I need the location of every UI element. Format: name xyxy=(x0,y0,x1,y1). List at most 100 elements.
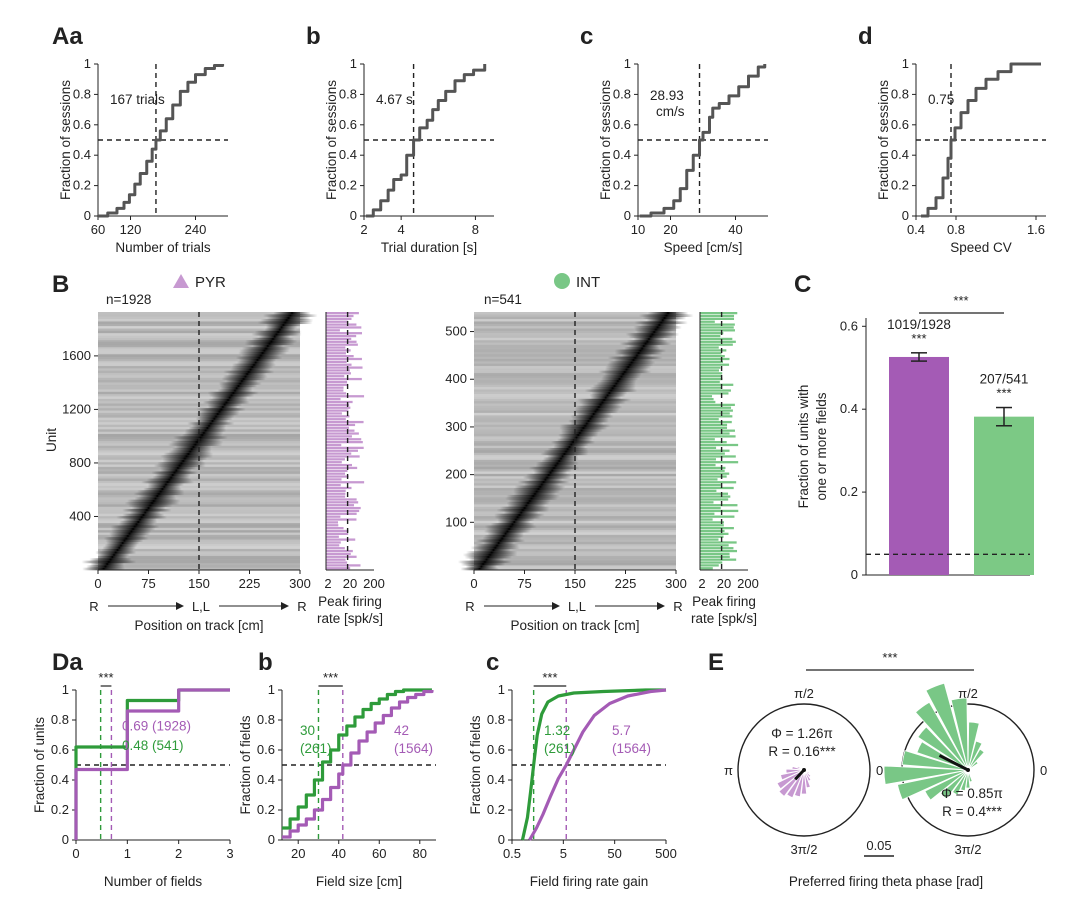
rate-bar xyxy=(700,532,729,535)
rate-bar xyxy=(326,317,352,320)
y-tick-label: 100 xyxy=(445,514,467,529)
y-tick-label: 1 xyxy=(84,56,91,71)
y-tick-label: 0.4 xyxy=(613,147,631,162)
label-bottom: 3π/2 xyxy=(954,842,981,857)
y-tick-label: 0 xyxy=(350,208,357,223)
field-peak xyxy=(239,349,290,353)
x-tick-label: 20 xyxy=(663,222,677,237)
rate-bar xyxy=(700,529,725,533)
field-peak xyxy=(196,412,240,416)
field-peak xyxy=(131,506,166,510)
field-peak xyxy=(608,361,656,364)
heatmap-row xyxy=(98,553,300,557)
pyr-petal xyxy=(786,769,805,799)
rate-bar xyxy=(700,343,733,346)
y-tick-label: 0 xyxy=(624,208,631,223)
rate-bar xyxy=(700,538,719,541)
y-axis-label: Fraction of sessions xyxy=(58,80,73,200)
field-peak xyxy=(465,565,498,568)
int-phi-label: Φ = 0.85π xyxy=(941,786,1003,801)
field-peak xyxy=(543,457,579,461)
field-peak xyxy=(558,433,599,437)
rate-bar xyxy=(700,484,721,487)
y-tick-label: 0.8 xyxy=(339,86,357,101)
rate-bar xyxy=(326,366,363,369)
rate-bar xyxy=(700,552,730,556)
rate-bar xyxy=(700,501,714,504)
rate-bar xyxy=(326,432,359,435)
y-tick-label: 0 xyxy=(902,208,909,223)
int-median-annotation: 30 xyxy=(300,723,315,738)
pyr-median-annotation: 0.69 (1928) xyxy=(122,719,191,734)
x-axis-label: Speed [cm/s] xyxy=(664,240,743,255)
field-peak xyxy=(175,445,212,449)
rate-bar xyxy=(700,377,723,381)
y-tick-label: 1200 xyxy=(62,401,91,416)
field-peak xyxy=(598,370,652,374)
rate-bar xyxy=(326,412,342,415)
x-tick-label: 40 xyxy=(332,846,346,861)
heatmap-row xyxy=(474,326,676,329)
heatmap-row xyxy=(474,541,676,545)
field-peak xyxy=(484,530,531,533)
field-peak xyxy=(81,560,137,564)
rate-bar xyxy=(326,380,348,384)
median-annotation: 0.75 xyxy=(928,92,954,107)
field-peak xyxy=(223,370,275,374)
y-tick-label: 0.2 xyxy=(613,178,631,193)
y-tick-label: 0 xyxy=(268,832,275,847)
stars-label: *** xyxy=(911,331,926,346)
rate-bar xyxy=(700,509,739,513)
y-tick-label: 0.6 xyxy=(51,742,69,757)
field-peak xyxy=(173,436,228,439)
bar-int xyxy=(974,416,1034,575)
y-tick-label: 0 xyxy=(62,832,69,847)
field-peak xyxy=(494,516,541,519)
pyr-petal xyxy=(785,768,805,774)
field-peak xyxy=(116,516,168,519)
rate-bar xyxy=(326,475,349,478)
rate-bar xyxy=(326,326,362,329)
rate-bar xyxy=(700,469,725,472)
x-tick-label: 1.6 xyxy=(1027,222,1045,237)
median-annotation: cm/s xyxy=(656,104,685,119)
field-peak xyxy=(589,387,636,390)
field-peak xyxy=(640,323,679,327)
rate-tick-label: 20 xyxy=(343,576,357,591)
field-peak xyxy=(227,372,267,376)
rate-bar xyxy=(326,515,341,518)
rate-bar xyxy=(700,535,724,538)
x-tick-label: 240 xyxy=(185,222,207,237)
heatmap-row xyxy=(98,541,300,545)
rate-bar xyxy=(326,509,360,513)
y-tick-label: 200 xyxy=(445,467,467,482)
rate-bar xyxy=(326,564,361,567)
int-cdf-line xyxy=(282,688,432,830)
panel-label-c: C xyxy=(794,271,811,298)
rate-bar xyxy=(700,524,724,527)
x-axis-label: Field firing rate gain xyxy=(530,874,649,889)
field-peak xyxy=(219,384,258,388)
y-tick-label: 0.2 xyxy=(487,802,505,817)
y-tick-label: 0.4 xyxy=(257,772,275,787)
rate-bar xyxy=(700,443,739,447)
median-annotation: 28.93 xyxy=(650,88,684,103)
chart-trial-duration: 0 0.2 0.4 0.6 0.8 1 2 4 8 Trial duration [s] Fract… xyxy=(324,56,494,255)
field-peak xyxy=(151,471,198,475)
rate-bar xyxy=(700,446,717,449)
field-peak xyxy=(118,523,155,526)
y-axis-label: Fraction of sessions xyxy=(598,80,613,200)
heatmap-row xyxy=(98,335,300,339)
sig-label: *** xyxy=(542,670,557,685)
field-peak xyxy=(547,448,589,451)
field-peak xyxy=(258,335,291,339)
int-n-label: n=541 xyxy=(484,292,522,307)
y-tick-label: 0.2 xyxy=(73,178,91,193)
x-tick-label: 0.5 xyxy=(503,846,521,861)
rate-bar xyxy=(700,489,717,492)
x-tick-label: 2 xyxy=(175,846,182,861)
rate-bar xyxy=(326,360,347,363)
field-peak xyxy=(122,518,157,522)
rate-tick-label: 200 xyxy=(363,576,385,591)
rate-bar xyxy=(700,458,716,461)
